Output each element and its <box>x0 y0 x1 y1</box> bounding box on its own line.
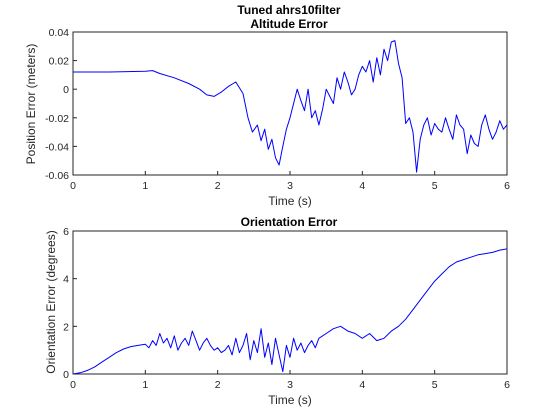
orientation-error-title: Orientation Error <box>241 215 338 229</box>
altitude-error-y-tick-label: 0.02 <box>49 56 70 68</box>
altitude-error-y-tick-label: -0.04 <box>45 141 69 153</box>
altitude-error-y-tick-label: 0 <box>63 84 69 96</box>
altitude-error-line <box>73 40 508 173</box>
figure-title: Tuned ahrs10filter <box>237 3 340 17</box>
orientation-error-x-tick-label: 6 <box>504 379 510 391</box>
orientation-error-x-label: Time (s) <box>268 393 312 407</box>
orientation-error-line <box>72 248 508 375</box>
altitude-error-title: Altitude Error <box>250 17 328 31</box>
orientation-error-x-tick-label: 5 <box>432 379 438 391</box>
orientation-error-x-tick-label: 0 <box>70 379 76 391</box>
orientation-error-x-tick-label: 4 <box>359 379 365 391</box>
altitude-error-y-tick-label: -0.02 <box>45 113 69 125</box>
orientation-error-y-tick-label: 0 <box>63 369 69 381</box>
orientation-error-x-tick-label: 1 <box>142 379 148 391</box>
orientation-error-y-label: Orientation Error (degrees) <box>44 230 58 373</box>
altitude-error-x-tick-label: 4 <box>359 180 365 192</box>
altitude-error-x-tick-label: 5 <box>432 180 438 192</box>
orientation-error-y-tick-label: 2 <box>63 321 69 333</box>
altitude-error-x-tick-label: 3 <box>287 180 293 192</box>
altitude-error-y-tick-label: 0.04 <box>49 27 70 39</box>
orientation-error-x-ticks: 0 1 2 3 4 5 6 <box>70 370 510 391</box>
altitude-error-x-label: Time (s) <box>268 194 312 208</box>
altitude-error-x-tick-label: 0 <box>70 180 76 192</box>
altitude-error-x-ticks: 0 1 2 3 4 5 6 <box>70 171 510 192</box>
orientation-error-y-tick-label: 4 <box>63 274 69 286</box>
altitude-error-x-tick-label: 1 <box>142 180 148 192</box>
altitude-error-y-tick-label: -0.06 <box>45 170 69 182</box>
altitude-error-y-ticks: -0.06 -0.04 -0.02 0 0.02 0.04 <box>45 27 77 182</box>
orientation-error-plot-area <box>72 230 508 375</box>
orientation-error-x-tick-label: 3 <box>287 379 293 391</box>
altitude-error-plot-area <box>72 31 508 176</box>
altitude-error-x-tick-label: 2 <box>215 180 221 192</box>
altitude-error-x-tick-label: 6 <box>504 180 510 192</box>
orientation-error-y-tick-label: 6 <box>63 226 69 238</box>
orientation-error-x-tick-label: 2 <box>215 379 221 391</box>
altitude-error-y-label: Position Error (meters) <box>24 44 38 165</box>
